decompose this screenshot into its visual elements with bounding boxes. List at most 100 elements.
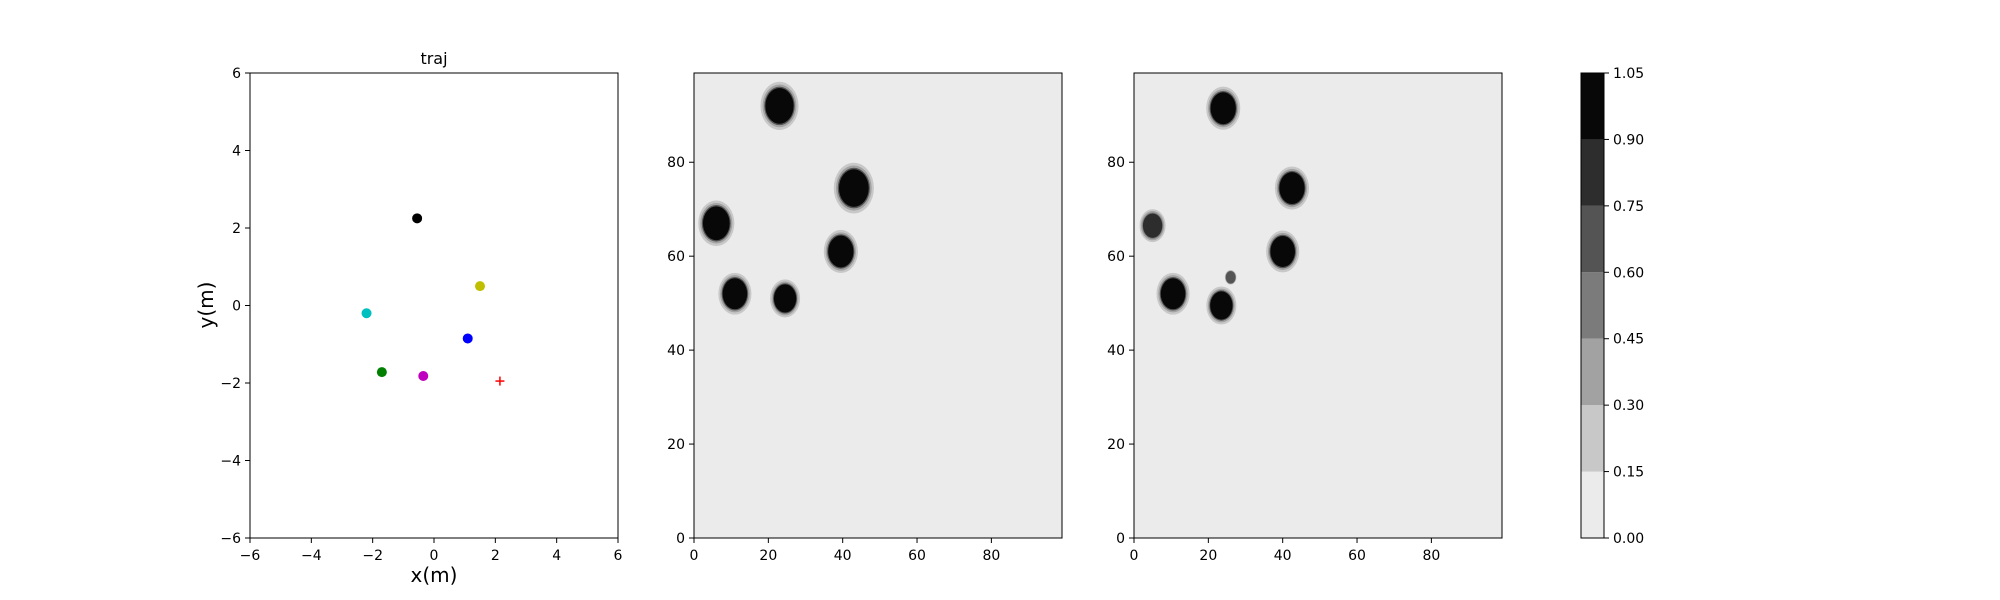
- traj-agent-point: [361, 308, 372, 319]
- colorbar-tick-label: 1.05: [1613, 66, 1644, 82]
- heatmap-2-x-tick-label: 0: [1130, 548, 1139, 564]
- colorbar-tick-label: 0.00: [1613, 531, 1644, 547]
- heatmap-2-blob: [1274, 166, 1310, 210]
- heatmap-2-blobs: [1139, 86, 1310, 325]
- heatmap-2-blob-level: [1142, 213, 1163, 238]
- colorbar-tick-label: 0.75: [1613, 199, 1644, 215]
- heatmap-2-x-ticks: 0 20 40 60 80: [1130, 538, 1440, 564]
- heatmap-1-y-tick-label: 80: [667, 155, 685, 171]
- heatmap-1-blob-level: [722, 278, 748, 310]
- heatmap-2-blob-level: [1270, 235, 1295, 267]
- heatmap-1-blob: [770, 279, 801, 318]
- heatmap-1-y-tick-label: 20: [667, 437, 685, 453]
- traj-agent-point: [462, 333, 473, 344]
- heatmap-1-x-tick-label: 60: [908, 548, 926, 564]
- heatmap-1-blob-level: [773, 284, 797, 313]
- traj-y-tick-label: 0: [232, 299, 241, 315]
- heatmap-2-y-tick-label: 80: [1107, 155, 1125, 171]
- traj-y-tick-label: −6: [220, 531, 241, 547]
- traj-x-tick-label: 0: [430, 548, 439, 564]
- colorbar-band: [1581, 139, 1604, 206]
- heatmap-2-blob-level: [1279, 172, 1305, 205]
- heatmap-2-blob-level: [1210, 92, 1236, 125]
- colorbar-tick-label: 0.30: [1613, 398, 1644, 414]
- traj-x-ticks: −6 −4 −2 0 2 4 6: [240, 538, 623, 564]
- colorbar: 0.00 0.15 0.30 0.45 0.60 0.75 0.90 1.05: [1580, 66, 1644, 547]
- heatmap-1-blob: [823, 229, 858, 274]
- heatmap-1-blobs: [698, 81, 874, 318]
- traj-x-tick-label: −2: [362, 548, 383, 564]
- heatmap-2-blob-level: [1160, 278, 1186, 310]
- traj-y-tick-label: −4: [220, 454, 241, 470]
- heatmap-2-blob: [1139, 209, 1166, 243]
- colorbar-band: [1581, 73, 1604, 140]
- colorbar-frame: [1580, 72, 1605, 539]
- heatmap-panel-1: 0 20 40 60 80 0 20 40 60 80: [667, 72, 1063, 564]
- colorbar-tick-label: 0.60: [1613, 265, 1644, 281]
- heatmap-2-y-tick-label: 60: [1107, 249, 1125, 265]
- heatmap-1-y-tick-label: 60: [667, 249, 685, 265]
- traj-agent-point: [475, 281, 485, 292]
- colorbar-band: [1581, 338, 1604, 406]
- colorbar-tick-label: 0.90: [1613, 132, 1644, 148]
- heatmap-1-y-tick-label: 0: [676, 531, 685, 547]
- heatmap-2-x-tick-label: 40: [1274, 548, 1292, 564]
- heatmap-2-x-tick-label: 80: [1422, 548, 1440, 564]
- heatmap-1-background: [694, 73, 1062, 538]
- traj-x-tick-label: 6: [614, 548, 623, 564]
- traj-plot-area: [249, 72, 619, 539]
- colorbar-band: [1581, 272, 1604, 339]
- heatmap-1-x-ticks: 0 20 40 60 80: [690, 538, 1000, 564]
- traj-agent-point: [376, 367, 387, 378]
- traj-y-tick-label: −2: [220, 376, 241, 392]
- colorbar-bands: [1581, 73, 1604, 538]
- traj-y-tick-label: 6: [232, 66, 241, 82]
- heatmap-2-blob: [1206, 86, 1241, 130]
- colorbar-band: [1581, 205, 1604, 273]
- heatmap-2-x-tick-label: 20: [1199, 548, 1217, 564]
- heatmap-panel-2: 0 20 40 60 80 0 20 40 60 80: [1107, 72, 1503, 564]
- traj-y-tick-label: 2: [232, 221, 241, 237]
- traj-goal-marker: [495, 376, 505, 386]
- heatmap-2-y-ticks: 0 20 40 60 80: [1107, 155, 1134, 547]
- heatmap-1-x-tick-label: 0: [690, 548, 699, 564]
- heatmap-1-y-ticks: 0 20 40 60 80: [667, 155, 694, 547]
- traj-points: [361, 213, 505, 386]
- heatmap-2-y-tick-label: 0: [1116, 531, 1125, 547]
- colorbar-band: [1581, 471, 1604, 538]
- heatmap-2-blob-level: [1225, 271, 1236, 284]
- traj-x-tick-label: −6: [240, 548, 261, 564]
- heatmap-1-x-tick-label: 40: [834, 548, 852, 564]
- heatmap-2-y-tick-label: 20: [1107, 437, 1125, 453]
- heatmap-1-blob: [698, 200, 735, 247]
- heatmap-1-x-tick-label: 20: [759, 548, 777, 564]
- heatmap-1-blob: [718, 272, 752, 315]
- traj-title: traj: [420, 49, 447, 68]
- heatmap-2-y-tick-label: 40: [1107, 343, 1125, 359]
- colorbar-band: [1581, 405, 1604, 472]
- traj-y-tick-label: 4: [232, 144, 241, 160]
- heatmap-2-frame: [1133, 72, 1503, 539]
- colorbar-tick-label: 0.15: [1613, 465, 1644, 481]
- traj-y-axis-label: y(m): [194, 282, 218, 329]
- traj-x-tick-label: 4: [552, 548, 561, 564]
- traj-scatter-panel: traj x(m) y(m) −6 −4 −2 0 2 4 6 −6 −4 −2 0 2 4 6: [194, 49, 623, 587]
- traj-agent-point: [412, 213, 423, 224]
- heatmap-2-blob-level: [1210, 291, 1233, 320]
- heatmap-2-blob: [1224, 269, 1238, 286]
- heatmap-1-frame: [693, 72, 1063, 539]
- heatmap-1-blob-level: [838, 169, 869, 207]
- heatmap-2-background: [1134, 73, 1502, 538]
- heatmap-2-blob: [1266, 230, 1300, 273]
- heatmap-1-y-tick-label: 40: [667, 343, 685, 359]
- colorbar-ticks: 0.00 0.15 0.30 0.45 0.60 0.75 0.90 1.05: [1604, 66, 1644, 547]
- traj-x-tick-label: −4: [301, 548, 322, 564]
- colorbar-tick-label: 0.45: [1613, 332, 1644, 348]
- heatmap-2-x-tick-label: 60: [1348, 548, 1366, 564]
- heatmap-2-blob: [1156, 272, 1190, 315]
- heatmap-1-blob: [833, 162, 874, 214]
- heatmap-1-x-tick-label: 80: [982, 548, 1000, 564]
- heatmap-1-blob-level: [828, 235, 854, 268]
- heatmap-1-blob: [760, 81, 799, 130]
